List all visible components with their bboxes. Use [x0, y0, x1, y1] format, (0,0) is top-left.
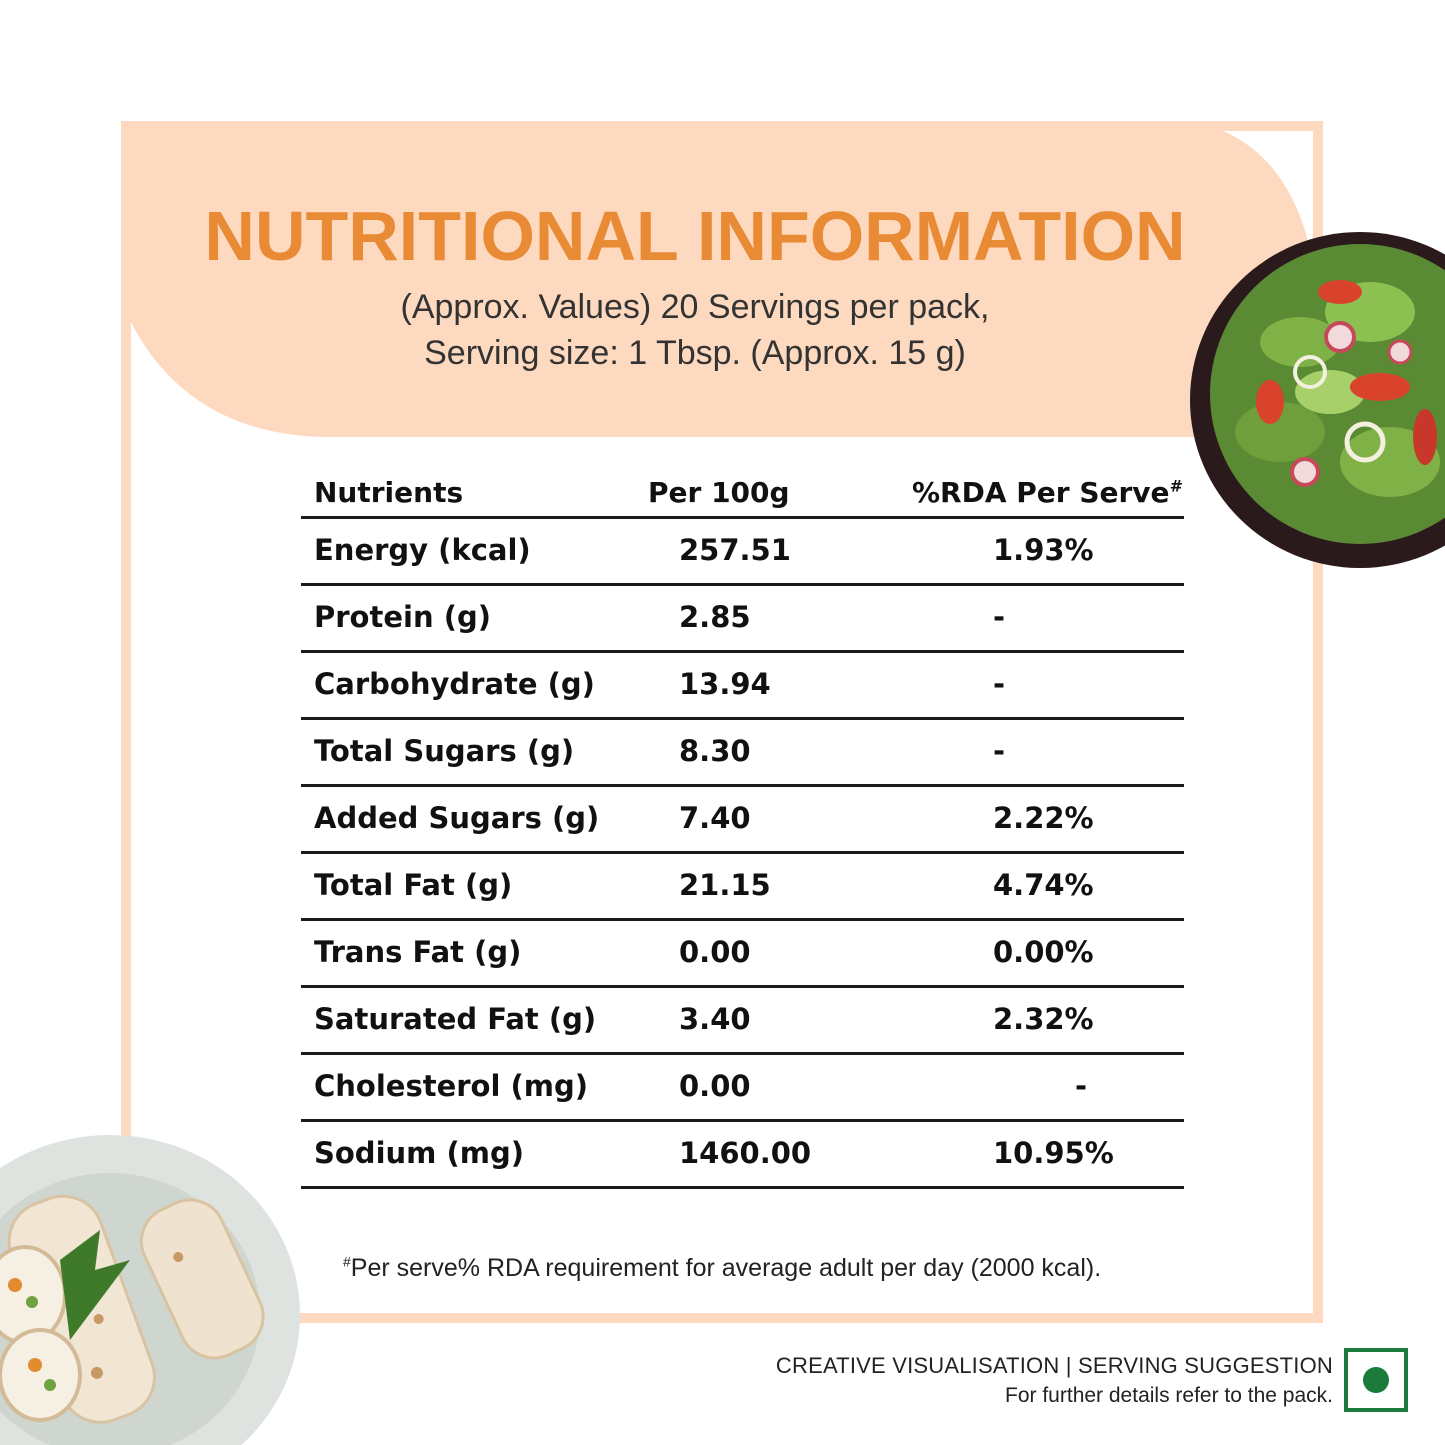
salad-bowl-icon — [1190, 232, 1445, 568]
nutrient-rda: 2.32% — [993, 1002, 1094, 1036]
veg-dot — [1363, 1367, 1389, 1393]
nutrient-per-100g: 13.94 — [679, 667, 771, 701]
nutrient-per-100g: 0.00 — [679, 1069, 751, 1103]
nutrient-per-100g: 257.51 — [679, 533, 791, 567]
column-header-per-100g: Per 100g — [648, 476, 790, 509]
nutrient-per-100g: 2.85 — [679, 600, 751, 634]
rda-footnote: #Per serve% RDA requirement for average … — [343, 1253, 1102, 1282]
nutrient-name: Sodium (mg) — [314, 1136, 524, 1170]
nutrient-name: Saturated Fat (g) — [314, 1002, 597, 1036]
nutrient-rda: 1.93% — [993, 533, 1094, 567]
disclaimer-visualisation: CREATIVE VISUALISATION | SERVING SUGGEST… — [775, 1353, 1333, 1378]
table-row: Carbohydrate (g) 13.94 - — [301, 653, 1184, 720]
column-header-nutrients: Nutrients — [314, 476, 464, 509]
nutrient-per-100g: 0.00 — [679, 935, 751, 969]
table-row: Total Fat (g) 21.15 4.74% — [301, 854, 1184, 921]
nutrient-rda: - — [993, 734, 1006, 768]
nutrient-rda: 0.00% — [993, 935, 1094, 969]
table-row: Sodium (mg) 1460.00 10.95% — [301, 1122, 1184, 1189]
nutrient-rda: 2.22% — [993, 801, 1094, 835]
nutrient-rda: - — [993, 667, 1006, 701]
nutrient-name: Cholesterol (mg) — [314, 1069, 588, 1103]
wrap-plate-icon — [0, 1135, 300, 1445]
nutrient-rda: - — [1075, 1069, 1088, 1103]
disclaimer-refer-pack: For further details refer to the pack. — [1005, 1384, 1333, 1407]
veg-symbol-icon — [1344, 1348, 1408, 1412]
nutrient-per-100g: 8.30 — [679, 734, 751, 768]
table-row: Energy (kcal) 257.51 1.93% — [301, 519, 1184, 586]
subtitle-servings: (Approx. Values) 20 Servings per pack, — [400, 288, 990, 326]
nutrient-name: Protein (g) — [314, 600, 491, 634]
nutrient-rda: 4.74% — [993, 868, 1094, 902]
nutrition-table: Nutrients Per 100g %RDA Per Serve# Energ… — [301, 470, 1184, 1189]
nutrient-per-100g: 7.40 — [679, 801, 751, 835]
table-row: Saturated Fat (g) 3.40 2.32% — [301, 988, 1184, 1055]
table-row: Cholesterol (mg) 0.00 - — [301, 1055, 1184, 1122]
nutrient-name: Added Sugars (g) — [314, 801, 600, 835]
table-row: Total Sugars (g) 8.30 - — [301, 720, 1184, 787]
subtitle-serving-size: Serving size: 1 Tbsp. (Approx. 15 g) — [424, 334, 966, 372]
nutrient-name: Total Fat (g) — [314, 868, 513, 902]
nutrient-per-100g: 21.15 — [679, 868, 771, 902]
nutrient-name: Total Sugars (g) — [314, 734, 575, 768]
nutrient-per-100g: 3.40 — [679, 1002, 751, 1036]
nutrient-rda: 10.95% — [993, 1136, 1114, 1170]
nutrient-name: Energy (kcal) — [314, 533, 531, 567]
nutrient-name: Trans Fat (g) — [314, 935, 522, 969]
table-header: Nutrients Per 100g %RDA Per Serve# — [301, 470, 1184, 519]
table-row: Added Sugars (g) 7.40 2.22% — [301, 787, 1184, 854]
nutrient-per-100g: 1460.00 — [679, 1136, 812, 1170]
nutrient-name: Carbohydrate (g) — [314, 667, 595, 701]
table-row: Trans Fat (g) 0.00 0.00% — [301, 921, 1184, 988]
nutrient-rda: - — [993, 600, 1006, 634]
page-title: NUTRITIONAL INFORMATION — [204, 197, 1186, 275]
column-header-rda: %RDA Per Serve# — [912, 476, 1183, 509]
table-row: Protein (g) 2.85 - — [301, 586, 1184, 653]
